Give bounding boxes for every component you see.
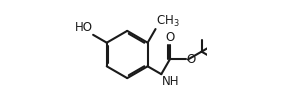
Text: HO: HO xyxy=(74,21,93,34)
Text: CH$_3$: CH$_3$ xyxy=(156,14,180,29)
Text: O: O xyxy=(165,31,174,44)
Text: NH: NH xyxy=(162,75,179,88)
Text: O: O xyxy=(186,53,195,66)
